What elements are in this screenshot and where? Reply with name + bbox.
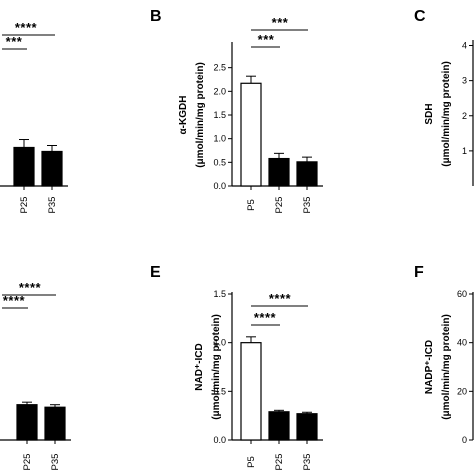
panel-letter: F	[414, 264, 424, 281]
x-tick-label: P25	[22, 454, 33, 471]
significance-label: ***	[6, 34, 23, 49]
significance-label: ****	[19, 280, 42, 295]
chart-panel-b: B 0.0 0.5 1.0 1.5 2.0 2.5 α-KGDH (μmol/min/mg pr…	[150, 8, 323, 213]
x-tick-label: P35	[302, 454, 313, 471]
y-tick-label: 0.0	[213, 435, 226, 445]
y-tick-label: 2.0	[213, 86, 226, 96]
chart-panel-c: C 1 2 3 4 SDH (μmol/min/mg protein)	[414, 8, 474, 186]
y-tick-label: 2.5	[213, 63, 226, 73]
significance-label: ****	[269, 291, 292, 306]
significance-label: ****	[254, 310, 277, 325]
y-tick-label: 0.0	[213, 181, 226, 191]
bar	[296, 161, 318, 187]
y-tick-label: 0.5	[213, 386, 226, 396]
y-axis-label: (μmol/min/mg protein)	[441, 314, 452, 420]
x-tick-label: P25	[274, 454, 285, 471]
y-tick-label: 1.5	[213, 110, 226, 120]
y-tick-label: 40	[457, 338, 467, 348]
bar	[268, 157, 290, 187]
significance-label: ***	[272, 15, 289, 30]
bar	[296, 413, 318, 441]
y-tick-label: 0.5	[213, 157, 226, 167]
y-axis-label: SDH	[424, 103, 435, 124]
bar	[44, 406, 66, 441]
y-axis-label: NAD⁺-ICD	[194, 343, 205, 391]
y-tick-label: 1.0	[213, 134, 226, 144]
bar	[268, 411, 290, 441]
x-tick-label: P25	[19, 197, 30, 214]
bar	[41, 150, 63, 187]
y-tick-label: 0	[462, 435, 467, 445]
panel-letter: B	[150, 8, 162, 25]
bar	[240, 82, 262, 187]
x-tick-label: P25	[274, 197, 285, 214]
y-axis-label: (μmol/min/mg protein)	[441, 61, 452, 167]
y-tick-label: 4	[462, 41, 467, 51]
chart-panel-d: P25 P35 ********	[0, 280, 71, 470]
x-tick-label: P35	[47, 197, 58, 214]
x-tick-label: P5	[246, 456, 257, 468]
y-tick-label: 60	[457, 289, 467, 299]
panel-letter: E	[150, 264, 161, 281]
y-axis-label: NADP⁺-ICD	[424, 340, 435, 394]
y-tick-label: 20	[457, 386, 467, 396]
x-tick-label: P35	[302, 197, 313, 214]
chart-panel-e: E 0.0 0.5 1.0 1.5 NAD⁺-ICD (μmol/min/mg protei…	[150, 264, 323, 470]
y-tick-label: 2	[462, 111, 467, 121]
bar	[13, 146, 35, 187]
y-axis-label: (μmol/min/mg protein)	[195, 62, 206, 168]
significance-label: ****	[3, 293, 26, 308]
chart-panel-f: F 0 20 40 60 NADP⁺-ICD (μmol/min/mg protein)	[414, 264, 474, 445]
significance-label: ***	[258, 32, 275, 47]
y-tick-label: 1	[462, 146, 467, 156]
y-axis-label: (μmol/min/mg protein)	[211, 314, 222, 420]
y-tick-label: 1.0	[213, 338, 226, 348]
y-axis-label: α-KGDH	[178, 96, 189, 135]
x-tick-label: P35	[50, 454, 61, 471]
bar	[240, 342, 262, 441]
significance-label: ****	[15, 20, 38, 35]
y-tick-label: 3	[462, 76, 467, 86]
bar	[16, 404, 38, 441]
panel-letter: C	[414, 8, 426, 25]
x-tick-label: P5	[246, 199, 257, 211]
chart-panel-a: P25 P35 *******	[0, 20, 68, 213]
y-tick-label: 1.5	[213, 289, 226, 299]
